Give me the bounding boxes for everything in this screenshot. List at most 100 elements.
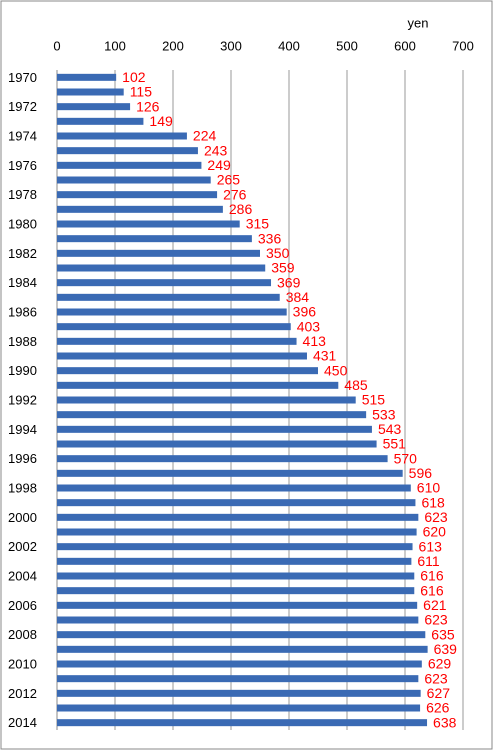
y-tick-label: 1990 <box>8 363 37 378</box>
y-tick-label: 2004 <box>8 568 37 583</box>
value-label: 533 <box>372 406 396 422</box>
value-label: 359 <box>271 260 295 276</box>
value-label: 570 <box>394 450 418 466</box>
y-tick-label: 1998 <box>8 480 37 495</box>
value-label: 224 <box>193 128 217 144</box>
value-label: 621 <box>423 597 447 613</box>
value-label: 369 <box>277 274 301 290</box>
bar <box>57 161 202 169</box>
value-label: 403 <box>297 318 321 334</box>
axis-label: yen <box>408 15 429 30</box>
value-label: 623 <box>424 670 448 686</box>
bar <box>57 396 356 404</box>
y-tick-label: 2008 <box>8 627 37 642</box>
value-label: 626 <box>426 700 450 716</box>
bar <box>57 293 280 301</box>
value-label: 613 <box>419 538 443 554</box>
bar <box>57 411 367 419</box>
value-label: 384 <box>286 289 310 305</box>
value-label: 149 <box>149 113 173 129</box>
x-tick-label: 700 <box>452 38 474 53</box>
value-label: 616 <box>420 568 444 584</box>
y-tick-label: 1976 <box>8 158 37 173</box>
bar <box>57 88 124 96</box>
bar <box>57 660 422 668</box>
bar <box>57 499 416 507</box>
bar <box>57 513 419 521</box>
y-tick-label: 1980 <box>8 216 37 231</box>
value-label: 265 <box>217 172 241 188</box>
x-tick-label: 500 <box>336 38 358 53</box>
x-tick-label: 0 <box>53 38 60 53</box>
y-tick-label: 1986 <box>8 304 37 319</box>
value-label: 286 <box>229 201 253 217</box>
bar <box>57 440 377 448</box>
x-tick-label: 300 <box>220 38 242 53</box>
bar <box>57 675 419 683</box>
value-label: 276 <box>223 186 247 202</box>
value-label: 551 <box>383 436 407 452</box>
bar <box>57 557 412 565</box>
bar <box>57 616 419 624</box>
value-label: 243 <box>204 142 228 158</box>
value-label: 102 <box>122 69 146 85</box>
y-tick-label: 2002 <box>8 539 37 554</box>
x-tick-label: 100 <box>104 38 126 53</box>
value-label: 515 <box>362 392 386 408</box>
bar <box>57 220 240 228</box>
bar <box>57 205 223 213</box>
bar <box>57 352 307 360</box>
y-tick-label: 2000 <box>8 510 37 525</box>
y-tick-label: 1996 <box>8 451 37 466</box>
y-tick-label: 1984 <box>8 275 37 290</box>
bar <box>57 147 198 155</box>
y-tick-label: 1972 <box>8 99 37 114</box>
bar <box>57 689 421 697</box>
bar <box>57 367 318 375</box>
bar <box>57 528 417 536</box>
y-tick-label: 2010 <box>8 656 37 671</box>
value-label: 629 <box>428 656 452 672</box>
value-label: 485 <box>344 377 368 393</box>
value-label: 315 <box>246 216 270 232</box>
value-label: 635 <box>431 626 455 642</box>
value-label: 249 <box>207 157 231 173</box>
value-label: 126 <box>136 98 160 114</box>
bar <box>57 73 117 81</box>
value-label: 396 <box>293 304 317 320</box>
bar <box>57 323 291 331</box>
value-label: 627 <box>427 685 451 701</box>
y-tick-label: 2012 <box>8 686 37 701</box>
bar <box>57 455 388 463</box>
bar <box>57 249 260 257</box>
bar <box>57 308 287 316</box>
bar <box>57 484 411 492</box>
bar <box>57 645 428 653</box>
y-tick-label: 1978 <box>8 187 37 202</box>
bar <box>57 587 415 595</box>
value-label: 618 <box>421 494 445 510</box>
bar <box>57 719 428 727</box>
bar <box>57 469 403 477</box>
bar <box>57 337 297 345</box>
bar <box>57 425 372 433</box>
bar <box>57 279 272 287</box>
bar <box>57 601 418 609</box>
value-label: 431 <box>313 348 337 364</box>
bar <box>57 704 421 712</box>
bar <box>57 631 426 639</box>
bar <box>57 191 218 199</box>
bar <box>57 176 211 184</box>
value-label: 620 <box>423 524 447 540</box>
value-label: 639 <box>434 641 458 657</box>
value-label: 638 <box>433 714 457 730</box>
value-label: 611 <box>417 553 440 569</box>
y-tick-label: 2014 <box>8 715 37 730</box>
value-label: 543 <box>378 421 402 437</box>
x-tick-label: 400 <box>278 38 300 53</box>
value-label: 450 <box>324 362 348 378</box>
value-label: 413 <box>303 333 327 349</box>
bar <box>57 132 187 140</box>
